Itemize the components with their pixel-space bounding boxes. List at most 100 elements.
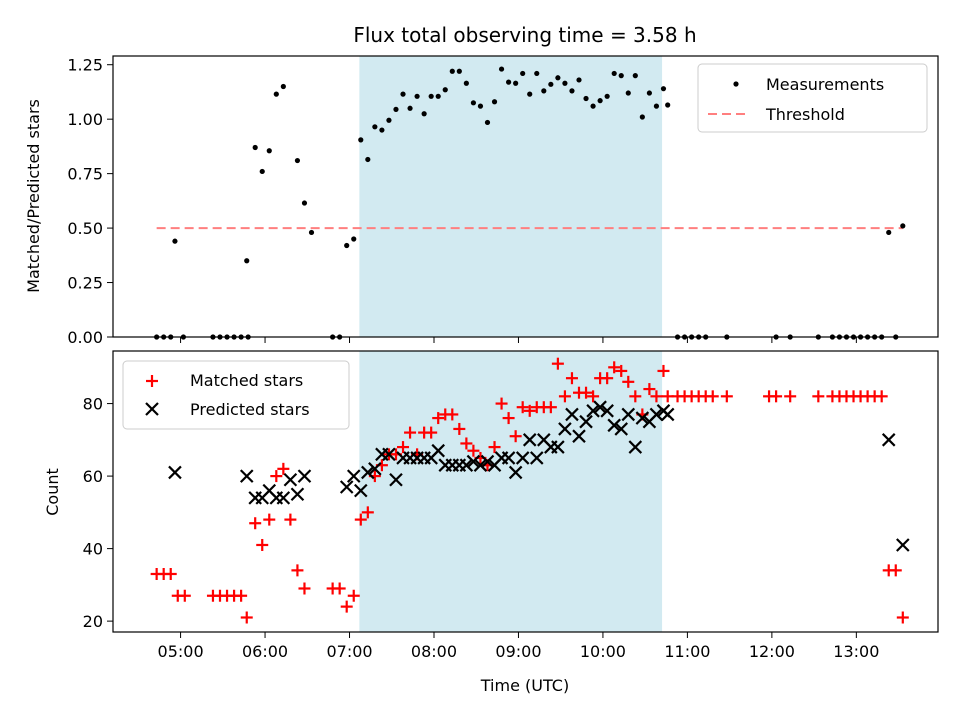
top-y-tick-label: 0.00 [67,328,103,347]
measurement-point [372,124,378,130]
measurement-point [886,229,892,236]
matched-star-point [622,375,635,388]
measurement-point [344,242,350,249]
bottom-x-ticks: 05:00 06:00 07:00 08:00 09:00 10:00 11:00 12:00… [158,632,879,661]
measurement-point [590,103,596,109]
bottom-x-tick-label: 09:00 [495,642,541,661]
measurement-point [646,90,652,96]
matched-star-point [784,390,797,403]
matched-star-point [446,408,459,421]
measurement-point [259,168,265,175]
bottom-x-tick-label: 08:00 [411,642,457,661]
matched-star-point [256,538,269,551]
measurement-point [484,119,491,126]
matched-star-point [432,412,445,425]
measurement-point [266,148,272,154]
predicted-star-point [551,440,565,454]
bottom-x-tick-label: 12:00 [749,642,795,661]
predicted-star-point [515,451,530,465]
measurement-point [428,93,434,99]
predicted-star-point [346,469,361,483]
measurement-point [400,91,406,97]
matched-star-point [164,567,177,580]
matched-star-point [263,513,276,526]
matched-star-point [361,506,374,519]
predicted-star-point [297,469,312,483]
legend-label-measurements: Measurements [766,75,884,94]
top-y-ticks: 0.00 0.25 0.50 0.75 1.00 1.25 [67,56,113,347]
predicted-stars-series [168,400,910,552]
measurement-point [301,200,308,206]
matched-star-point [509,430,522,443]
matched-star-point [249,517,262,530]
predicted-star-point [565,407,579,422]
bottom-x-axis-label: Time (UTC) [480,676,569,695]
measurement-point [604,93,610,99]
matched-star-point [558,390,571,403]
measurement-point [653,103,660,109]
matched-star-point [601,372,614,385]
predicted-star-point [593,400,607,414]
measurement-point [386,117,392,123]
matched-star-point [650,390,663,403]
matched-star-point [643,383,656,396]
measurement-point [294,157,301,164]
legend-marker-predicted [145,402,159,416]
matched-star-point [425,426,438,439]
predicted-star-point [389,472,403,487]
measurement-point [308,229,315,236]
matched-star-point [467,444,480,457]
matched-star-point [495,397,508,410]
predicted-star-point [600,404,614,418]
measurement-point [463,80,469,86]
legend-marker-matched [146,375,158,387]
bottom-shaded-interval [359,351,663,632]
measurement-point [534,70,540,77]
predicted-star-point [466,454,481,469]
legend-label-matched: Matched stars [190,371,303,390]
measurement-point [358,137,364,143]
measurement-point [632,73,638,79]
predicted-star-point [431,443,445,458]
predicted-star-point [628,440,643,454]
matched-star-point [551,357,564,370]
predicted-star-point [607,418,621,433]
matched-star-point [615,364,628,377]
measurement-point [506,79,512,85]
matched-star-point [333,582,346,595]
matched-star-point [523,404,536,417]
matched-star-point [404,426,417,439]
chart-title: Flux total observing time = 3.58 h [353,23,696,47]
bottom-x-tick-label: 07:00 [326,642,372,661]
top-y-tick-label: 0.75 [67,165,103,184]
matched-star-point [889,564,902,577]
measurement-point [252,144,258,151]
measurement-point [541,88,547,94]
matched-star-point [770,390,783,403]
predicted-star-point [522,433,537,447]
bottom-y-tick-label: 20 [83,612,103,631]
matched-star-point [544,401,557,414]
predicted-star-point [508,465,523,480]
measurement-point [491,99,498,105]
predicted-star-point [459,458,474,472]
measurement-point [470,100,477,106]
predicted-star-point [896,538,910,552]
matched-star-point [178,589,191,602]
predicted-star-point [473,458,488,472]
top-shaded-interval [359,56,663,337]
measurement-point [618,73,624,79]
measurement-point [273,91,279,97]
predicted-star-point [290,487,305,501]
matched-star-point [397,441,410,454]
predicted-star-point [558,422,572,436]
measurement-point [665,102,671,108]
predicted-star-point [382,447,396,462]
measurement-point [435,93,441,99]
legend-label-predicted: Predicted stars [190,400,310,419]
matched-star-point [629,390,642,403]
measurement-point [548,81,554,87]
matched-star-point [488,441,501,454]
matched-star-point [354,513,367,526]
